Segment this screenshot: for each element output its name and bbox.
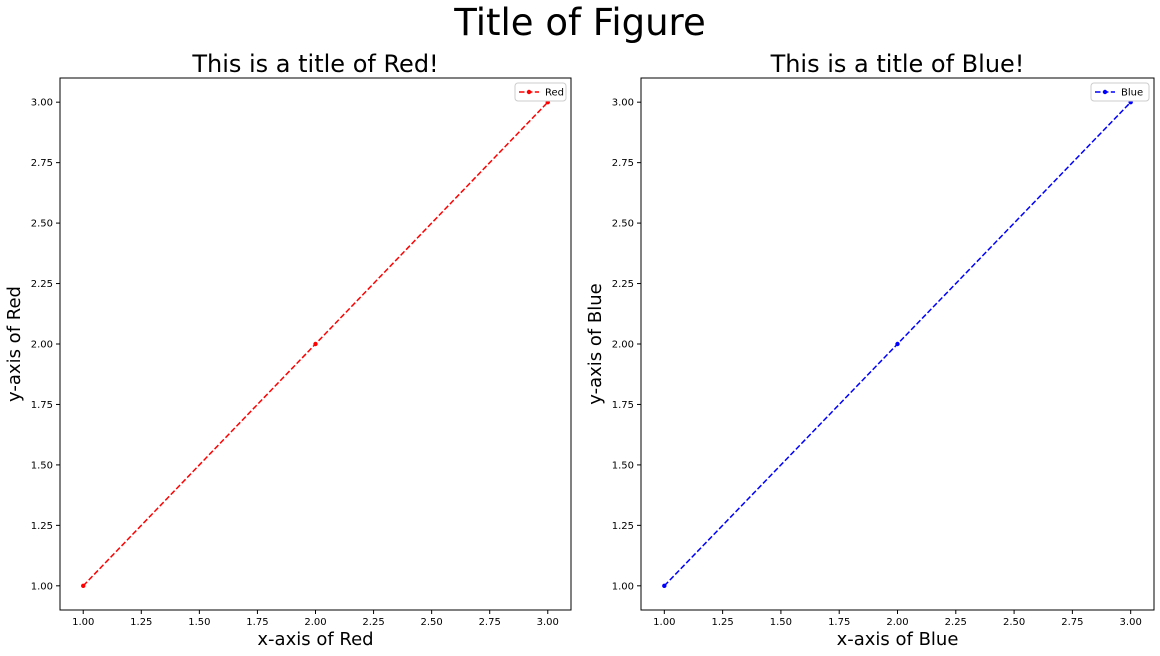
chart-2-data-point — [662, 583, 667, 589]
chart-1-ytick-label: 2.25 — [31, 279, 53, 290]
chart-2-y-axis-label: y-axis of Blue — [585, 283, 606, 405]
chart-2-ytick-label: 2.25 — [612, 279, 634, 290]
chart-1-y-axis-label: y-axis of Red — [4, 286, 25, 402]
chart-1-xtick-label: 1.25 — [130, 617, 152, 628]
chart-2-xtick-label: 1.75 — [828, 617, 850, 628]
chart-2-ytick-label: 2.75 — [612, 158, 634, 169]
chart-1-ytick-label: 2.75 — [31, 158, 53, 169]
chart-2-xtick-label: 3.00 — [1120, 617, 1142, 628]
chart-1-legend-label: Red — [545, 88, 564, 99]
chart-1-ytick-label: 1.50 — [31, 460, 53, 471]
figure-title: Title of Figure — [454, 1, 706, 44]
chart-1-xtick-label: 2.50 — [421, 617, 443, 628]
chart-1-xtick-label: 3.00 — [537, 617, 559, 628]
chart-1-ytick-label: 1.25 — [31, 521, 53, 532]
chart-2-xtick-label: 2.00 — [886, 617, 908, 628]
chart-1-xtick-label: 2.00 — [304, 617, 326, 628]
chart-1-ytick-label: 1.75 — [31, 400, 53, 411]
chart-2-ytick-label: 2.00 — [612, 340, 634, 351]
chart-2-xtick-label: 2.50 — [1003, 617, 1025, 628]
chart-1-data-point — [81, 583, 86, 589]
chart-2-title: This is a title of Blue! — [770, 50, 1025, 78]
chart-2-legend-marker — [1102, 89, 1108, 95]
chart-1-ytick-label: 1.00 — [31, 581, 53, 592]
chart-2-xtick-label: 1.00 — [653, 617, 675, 628]
chart-2-ytick-label: 1.75 — [612, 400, 634, 411]
chart-1-legend — [514, 82, 567, 102]
chart-2-ytick-label: 1.00 — [612, 581, 634, 592]
chart-2-x-axis-label: x-axis of Blue — [837, 629, 959, 650]
chart-1-x-axis-label: x-axis of Red — [257, 629, 373, 650]
chart-2-ytick-label: 1.25 — [612, 521, 634, 532]
chart-2-xtick-label: 1.25 — [711, 617, 733, 628]
chart-2-xtick-label: 2.25 — [945, 617, 967, 628]
chart-2-data-point — [895, 341, 900, 347]
chart-1-xtick-label: 2.75 — [479, 617, 501, 628]
chart-1-data-point — [313, 341, 318, 347]
chart-2-legend-label: Blue — [1121, 88, 1143, 99]
chart-2-ytick-label: 1.50 — [612, 460, 634, 471]
chart-1-xtick-label: 1.00 — [72, 617, 94, 628]
chart-1-ytick-label: 3.00 — [31, 98, 53, 109]
chart-2-xtick-label: 2.75 — [1061, 617, 1083, 628]
chart-1-legend-marker — [526, 89, 532, 95]
chart-1-xtick-label: 1.50 — [188, 617, 210, 628]
chart-1-xtick-label: 1.75 — [246, 617, 268, 628]
chart-2-legend — [1090, 82, 1150, 102]
chart-1-ytick-label: 2.50 — [31, 219, 53, 230]
chart-1-title: This is a title of Red! — [191, 50, 438, 78]
chart-1-xtick-label: 2.25 — [362, 617, 384, 628]
chart-2-xtick-label: 1.50 — [770, 617, 792, 628]
chart-2-ytick-label: 3.00 — [612, 98, 634, 109]
chart-2-ytick-label: 2.50 — [612, 219, 634, 230]
chart-1-ytick-label: 2.00 — [31, 340, 53, 351]
